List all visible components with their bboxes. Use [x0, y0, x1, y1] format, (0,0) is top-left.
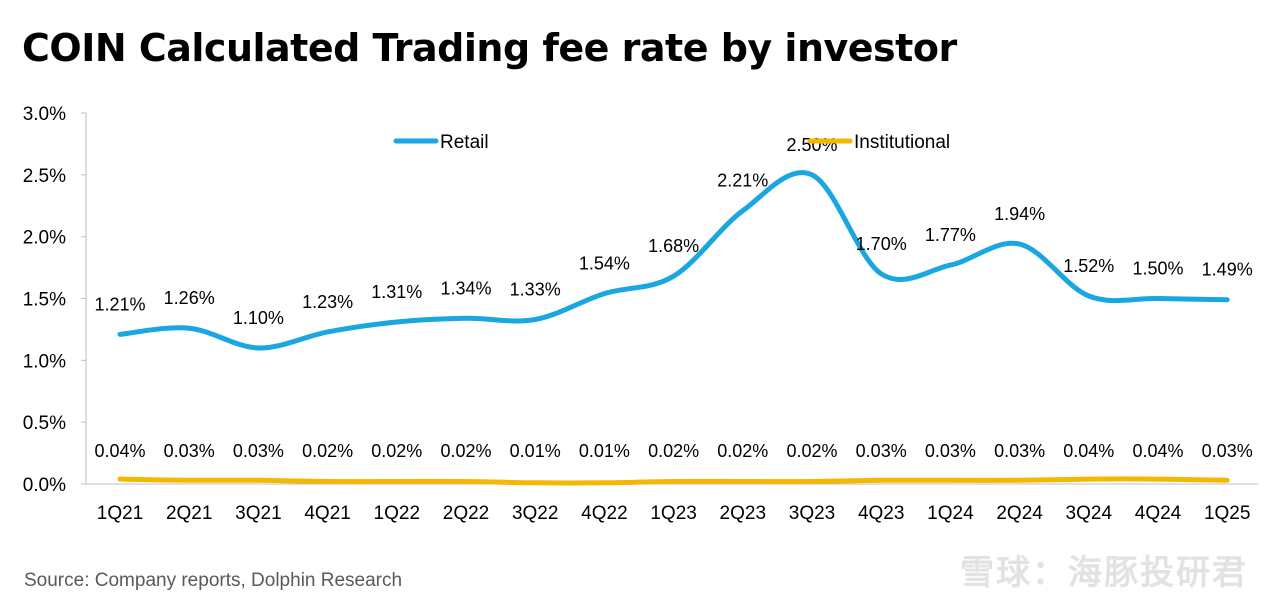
x-tick-label: 2Q24	[996, 503, 1043, 524]
institutional-data-label: 0.01%	[510, 441, 561, 461]
y-tick-label: 2.0%	[23, 228, 66, 249]
institutional-data-label: 0.03%	[1202, 441, 1253, 461]
retail-data-label: 2.21%	[717, 171, 768, 191]
retail-data-label: 1.50%	[1132, 259, 1183, 279]
retail-data-label: 1.49%	[1202, 260, 1253, 280]
retail-data-label: 1.94%	[994, 204, 1045, 224]
institutional-data-label: 0.03%	[233, 441, 284, 461]
institutional-data-label: 0.02%	[371, 441, 422, 461]
x-tick-label: 3Q23	[789, 503, 835, 524]
x-tick-label: 1Q24	[927, 503, 974, 524]
x-tick-label: 4Q23	[858, 503, 904, 524]
x-tick-label: 3Q22	[512, 503, 558, 524]
x-tick-label: 4Q22	[581, 503, 627, 524]
retail-data-label: 1.52%	[1063, 256, 1114, 276]
watermark: 雪球：海豚投研君	[960, 554, 1248, 592]
retail-data-label: 1.68%	[648, 236, 699, 256]
institutional-data-label: 0.02%	[648, 441, 699, 461]
institutional-data-label: 0.03%	[856, 441, 907, 461]
x-tick-label: 1Q23	[650, 503, 696, 524]
x-tick-label: 2Q23	[720, 503, 766, 524]
institutional-data-label: 0.03%	[925, 441, 976, 461]
x-axis: 1Q21 2Q21 3Q21 4Q21 1Q22 2Q22 3Q22 4Q22 1Q23 2Q23…	[86, 483, 1258, 524]
data-labels: 1.21% 1.26% 1.10% 1.23% 1.31% 1.34% 1.33% 1.54%…	[94, 135, 1252, 461]
retail-data-label: 1.26%	[164, 288, 215, 308]
y-tick-label: 2.5%	[23, 166, 66, 187]
institutional-data-label: 0.02%	[302, 441, 353, 461]
source-note: Source: Company reports, Dolphin Researc…	[24, 570, 403, 591]
y-tick-label: 1.5%	[23, 290, 66, 311]
legend-retail-label: Retail	[440, 132, 489, 153]
retail-data-label: 1.54%	[579, 254, 630, 274]
x-tick-label: 3Q21	[235, 503, 281, 524]
legend-institutional-label: Institutional	[854, 132, 950, 153]
institutional-data-label: 0.02%	[717, 441, 768, 461]
institutional-data-label: 0.03%	[994, 441, 1045, 461]
x-tick-label: 1Q21	[97, 503, 143, 524]
y-axis: 0.0% 0.5% 1.0% 1.5% 2.0% 2.5% 3.0%	[23, 104, 87, 496]
retail-data-label: 1.77%	[925, 225, 976, 245]
retail-data-label: 1.21%	[94, 294, 145, 314]
y-tick-label: 3.0%	[23, 104, 66, 125]
retail-data-label: 2.50%	[786, 135, 837, 155]
institutional-data-label: 0.03%	[164, 441, 215, 461]
retail-data-label: 1.23%	[302, 292, 353, 312]
legend: Retail Institutional	[393, 132, 950, 153]
institutional-data-label: 0.04%	[1063, 441, 1114, 461]
x-tick-label: 1Q25	[1204, 503, 1250, 524]
retail-data-label: 1.34%	[440, 278, 491, 298]
y-tick-label: 1.0%	[23, 351, 66, 372]
y-tick-label: 0.5%	[23, 413, 66, 434]
institutional-data-label: 0.04%	[94, 441, 145, 461]
x-tick-label: 1Q22	[374, 503, 420, 524]
institutional-data-label: 0.01%	[579, 441, 630, 461]
retail-data-label: 1.31%	[371, 282, 422, 302]
retail-data-label: 1.33%	[510, 280, 561, 300]
retail-data-label: 1.70%	[856, 234, 907, 254]
x-tick-label: 2Q21	[166, 503, 212, 524]
retail-data-label: 1.10%	[233, 308, 284, 328]
series-layer	[117, 170, 1230, 486]
y-tick-label: 0.0%	[23, 475, 66, 496]
institutional-data-label: 0.04%	[1132, 441, 1183, 461]
institutional-series-line	[117, 476, 1230, 486]
x-tick-label: 4Q21	[304, 503, 350, 524]
institutional-data-label: 0.02%	[440, 441, 491, 461]
x-tick-label: 3Q24	[1066, 503, 1113, 524]
institutional-data-label: 0.02%	[786, 441, 837, 461]
retail-series-line	[117, 170, 1230, 351]
x-tick-label: 2Q22	[443, 503, 489, 524]
page-title: COIN Calculated Trading fee rate by inve…	[22, 26, 957, 70]
x-tick-label: 4Q24	[1135, 503, 1182, 524]
